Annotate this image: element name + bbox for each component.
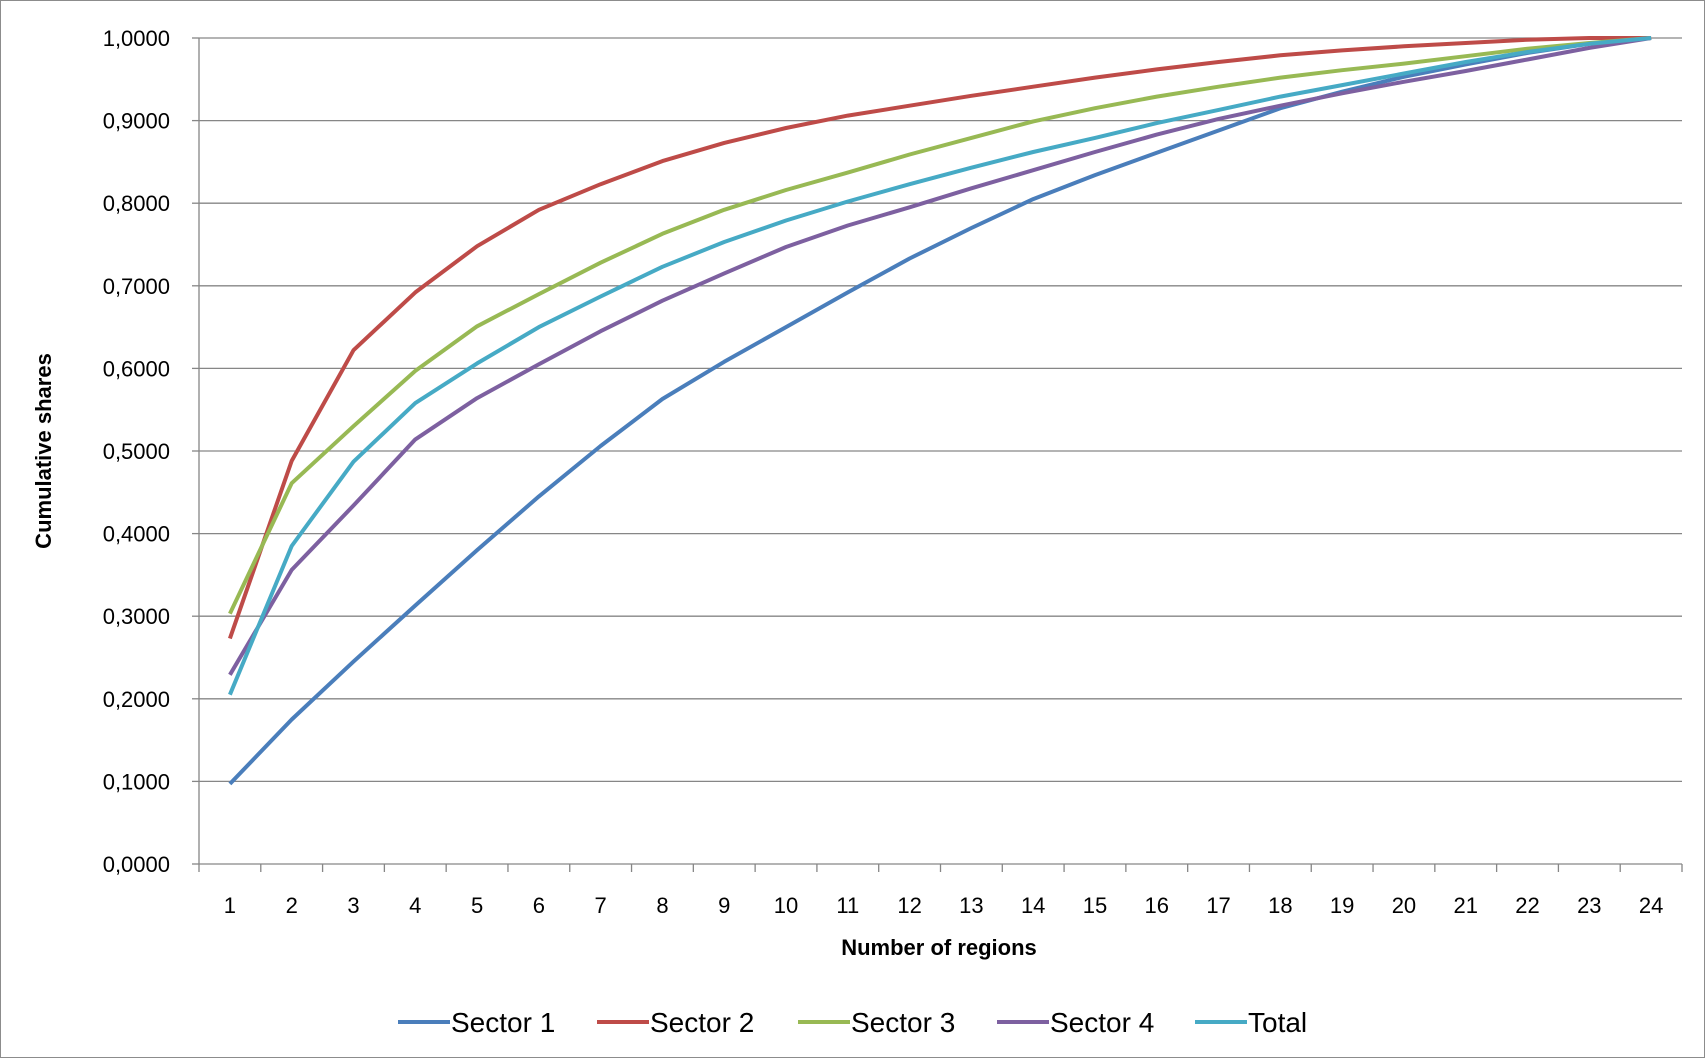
legend-label-sector-2: Sector 2	[650, 1007, 754, 1038]
legend-label-sector-3: Sector 3	[851, 1007, 955, 1038]
x-tick-label: 7	[595, 893, 607, 918]
x-tick-label: 2	[286, 893, 298, 918]
x-tick-label: 21	[1453, 893, 1477, 918]
x-tick-label: 14	[1021, 893, 1045, 918]
gridlines	[199, 37, 1682, 783]
x-tick-label: 6	[533, 893, 545, 918]
legend-label-sector-1: Sector 1	[451, 1007, 555, 1038]
x-tick-label: 10	[774, 893, 798, 918]
legend-label-total: Total	[1248, 1007, 1307, 1038]
y-tick-label: 0,8000	[103, 191, 170, 216]
x-tick-label: 3	[347, 893, 359, 918]
y-tick-label: 0,9000	[103, 109, 170, 134]
series-line-sector-2	[228, 36, 1652, 640]
x-tick-label: 11	[836, 893, 859, 918]
x-tick-label: 16	[1145, 893, 1169, 918]
y-tick-label: 0,1000	[103, 769, 170, 794]
series-line-sector-4	[228, 36, 1652, 676]
x-tick-label: 18	[1268, 893, 1292, 918]
y-tick-label: 0,6000	[103, 356, 170, 381]
x-tick-label: 9	[718, 893, 730, 918]
y-tick-label: 0,0000	[103, 852, 170, 877]
axes: 0,0000 0,1000 0,2000 0,3000 0,4000 0,5000 0,60…	[103, 26, 1683, 918]
legend: Sector 1 Sector 2 Sector 3 Sector 4 Total	[398, 1007, 1307, 1038]
x-tick-label: 17	[1206, 893, 1230, 918]
y-tick-label: 1,0000	[103, 26, 170, 51]
y-tick-label: 0,2000	[103, 687, 170, 712]
legend-label-sector-4: Sector 4	[1050, 1007, 1154, 1038]
y-tick-label: 0,3000	[103, 604, 170, 629]
series-line-sector-3	[228, 36, 1652, 615]
x-tick-label: 1	[224, 893, 236, 918]
y-tick-label: 0,4000	[103, 522, 170, 547]
x-tick-label: 4	[409, 893, 421, 918]
x-tick-label: 15	[1083, 893, 1107, 918]
x-tick-label: 13	[959, 893, 983, 918]
x-tick-label: 19	[1330, 893, 1354, 918]
x-tick-label: 8	[656, 893, 668, 918]
x-tick-label: 22	[1515, 893, 1539, 918]
y-axis-title: Cumulative shares	[31, 353, 56, 549]
y-tick-label: 0,7000	[103, 274, 170, 299]
x-tick-label: 5	[471, 893, 483, 918]
x-axis-title: Number of regions	[841, 935, 1037, 960]
series-lines	[228, 36, 1652, 786]
y-tick-label: 0,5000	[103, 439, 170, 464]
x-tick-label: 23	[1577, 893, 1601, 918]
series-line-sector-1	[228, 36, 1652, 786]
x-tick-label: 12	[897, 893, 921, 918]
series-line-total	[228, 36, 1652, 696]
x-tick-label: 24	[1639, 893, 1663, 918]
x-tick-label: 20	[1392, 893, 1416, 918]
